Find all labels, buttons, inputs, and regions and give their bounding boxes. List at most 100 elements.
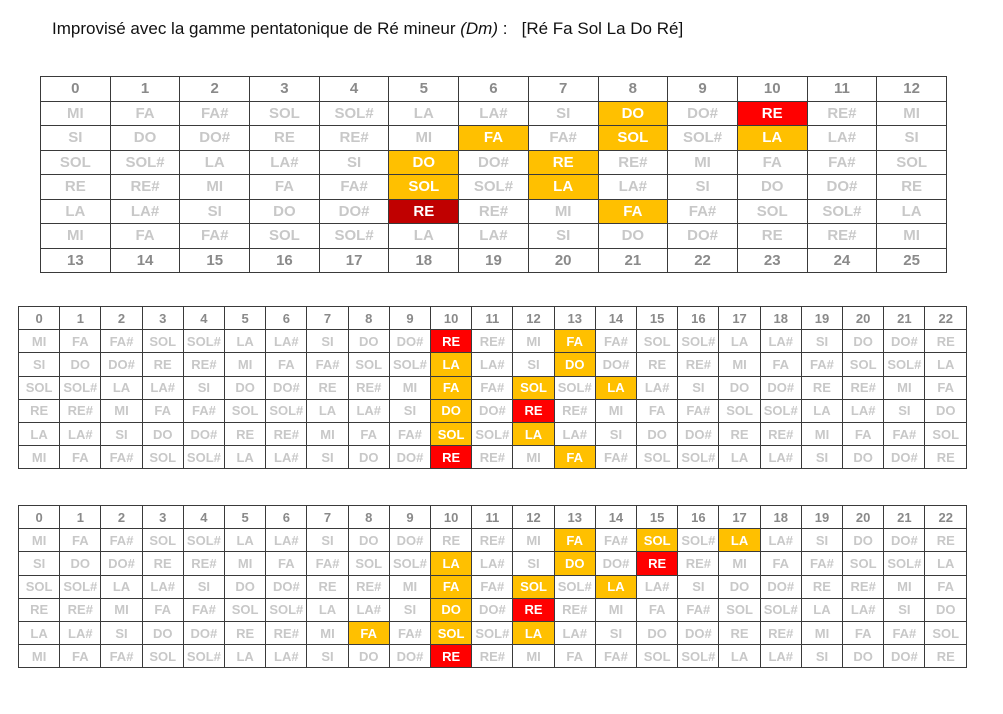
note-cell: SOL# bbox=[471, 421, 514, 447]
fret-number: 8 bbox=[347, 305, 390, 331]
note-cell: SI bbox=[512, 352, 555, 377]
fret-number: 15 bbox=[636, 305, 679, 331]
fretboard-row: MI FA FA# SOL SOL# LA LA# SI DO DO# RE RE# MI bbox=[40, 100, 947, 126]
note-cell: RE# bbox=[265, 620, 308, 646]
note-cell: DO bbox=[347, 329, 390, 354]
note-cell: RE# bbox=[347, 574, 390, 599]
note-cell: DO# bbox=[471, 398, 514, 423]
note-cell: DO bbox=[924, 398, 967, 423]
fret-number: 16 bbox=[249, 247, 320, 273]
note-cell: LA bbox=[924, 352, 967, 377]
fret-number: 24 bbox=[806, 247, 878, 273]
scale-note-cell: FA bbox=[597, 198, 669, 224]
note-cell: SI bbox=[388, 398, 432, 423]
note-cell: SOL bbox=[224, 597, 267, 622]
note-cell: SI bbox=[594, 620, 638, 646]
note-cell: DO bbox=[249, 198, 320, 224]
note-cell: FA bbox=[924, 375, 967, 400]
scale-note-cell: FA bbox=[430, 375, 473, 400]
note-cell: MI bbox=[100, 398, 143, 423]
note-cell: DO# bbox=[388, 528, 432, 553]
note-cell: LA bbox=[224, 528, 267, 553]
scale-note-cell: FA bbox=[553, 445, 596, 470]
fretboard-row: 0 1 2 3 4 5 6 7 8 9 10 11 12 13 14 15 16 17 18 19 20 21 22 bbox=[17, 305, 967, 331]
note-cell: FA# bbox=[677, 398, 720, 423]
title-key: (Dm) bbox=[460, 19, 498, 38]
fret-number: 14 bbox=[594, 305, 638, 331]
fret-number: 2 bbox=[100, 305, 143, 331]
note-cell: MI bbox=[800, 421, 844, 447]
note-cell: DO# bbox=[471, 597, 514, 622]
note-cell: RE bbox=[141, 352, 184, 377]
fretboard-row: MI FA FA# SOL SOL# LA LA# SI DO DO# RE RE# MI FA FA# SO… bbox=[17, 329, 967, 354]
note-cell: DO# bbox=[883, 644, 926, 669]
note-cell: SOL bbox=[718, 597, 761, 622]
note-cell: SI bbox=[306, 528, 349, 553]
fret-number: 13 bbox=[553, 504, 596, 530]
note-cell: SOL bbox=[141, 445, 184, 470]
note-cell: FA# bbox=[100, 445, 143, 470]
note-cell: DO bbox=[924, 597, 967, 622]
note-cell: FA# bbox=[100, 528, 143, 553]
note-cell: RE bbox=[306, 375, 349, 400]
fretboard-row: SI DO DO# RE RE# MI FA FA# SOL SOL# LA LA# SI bbox=[40, 125, 947, 151]
note-cell: DO# bbox=[883, 528, 926, 553]
note-cell: DO bbox=[109, 125, 181, 151]
fret-number: 22 bbox=[667, 247, 738, 273]
fretboard-row: RE RE# MI FA FA# SOL SOL# LA LA# SI DO DO# RE RE# MI FA… bbox=[17, 597, 967, 622]
note-cell: DO# bbox=[594, 551, 638, 576]
note-cell: SOL bbox=[842, 551, 885, 576]
fret-number: 4 bbox=[182, 504, 226, 530]
note-cell: RE# bbox=[677, 352, 720, 377]
note-cell: MI bbox=[800, 620, 844, 646]
scale-note-cell: FA bbox=[458, 125, 529, 151]
note-cell: RE# bbox=[759, 421, 802, 447]
note-cell: SOL# bbox=[471, 620, 514, 646]
fretboard-row: SOL SOL# LA LA# SI DO DO# RE RE# MI FA FA# SOL SOL# LA… bbox=[17, 574, 967, 599]
note-cell: MI bbox=[17, 329, 61, 354]
note-cell: SOL# bbox=[59, 375, 102, 400]
fret-number: 9 bbox=[388, 305, 432, 331]
fret-number: 11 bbox=[471, 305, 514, 331]
note-cell: LA# bbox=[265, 644, 308, 669]
note-cell: DO# bbox=[806, 174, 878, 200]
note-cell: DO bbox=[718, 574, 761, 599]
note-cell: MI bbox=[512, 445, 555, 470]
note-cell: FA bbox=[759, 352, 802, 377]
note-cell: FA bbox=[109, 100, 181, 126]
note-cell: LA bbox=[800, 398, 844, 423]
scale-note-cell: LA bbox=[736, 125, 808, 151]
note-cell: DO# bbox=[883, 329, 926, 354]
note-cell: FA bbox=[59, 528, 102, 553]
note-cell: RE bbox=[924, 329, 967, 354]
note-cell: RE# bbox=[471, 528, 514, 553]
note-cell: SI bbox=[512, 551, 555, 576]
note-cell: DO bbox=[224, 574, 267, 599]
note-cell: DO# bbox=[265, 574, 308, 599]
note-cell: LA# bbox=[842, 398, 885, 423]
note-cell: LA# bbox=[553, 421, 596, 447]
note-cell: DO# bbox=[667, 223, 738, 249]
note-cell: SI bbox=[182, 375, 226, 400]
root-note-cell: RE bbox=[430, 644, 473, 669]
note-cell: RE bbox=[736, 223, 808, 249]
note-cell: DO# bbox=[388, 644, 432, 669]
note-cell: SOL# bbox=[667, 125, 738, 151]
fret-number: 16 bbox=[677, 504, 720, 530]
note-cell: SOL bbox=[842, 352, 885, 377]
scale-note-cell: LA bbox=[430, 551, 473, 576]
note-cell: LA# bbox=[59, 620, 102, 646]
note-cell: DO bbox=[842, 445, 885, 470]
note-cell: SOL bbox=[636, 329, 679, 354]
note-cell: LA bbox=[40, 198, 111, 224]
note-cell: MI bbox=[594, 597, 638, 622]
fret-number: 11 bbox=[806, 76, 878, 102]
note-cell: LA# bbox=[347, 597, 390, 622]
fret-number: 18 bbox=[388, 247, 460, 273]
note-cell: RE bbox=[430, 528, 473, 553]
scale-note-cell: LA bbox=[718, 528, 761, 553]
note-cell: SOL# bbox=[759, 597, 802, 622]
fretboard-row: RE RE# MI FA FA# SOL SOL# LA LA# SI DO DO# RE bbox=[40, 174, 947, 200]
scale-note-cell: DO bbox=[553, 352, 596, 377]
fret-number: 4 bbox=[182, 305, 226, 331]
